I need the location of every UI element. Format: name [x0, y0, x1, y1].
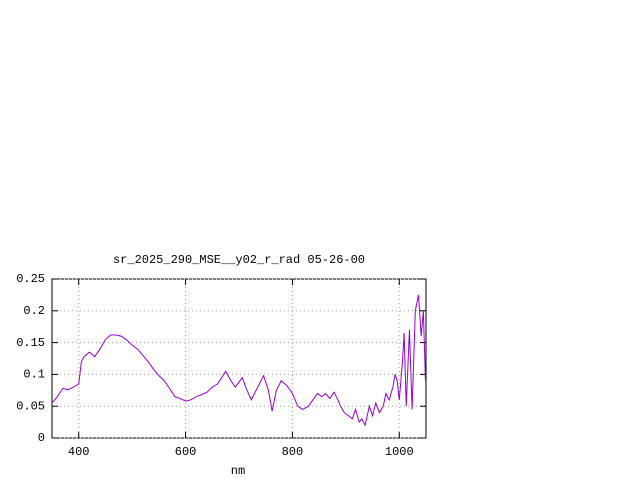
y-tick-label: 0: [38, 431, 45, 445]
chart-title: sr_2025_290_MSE__y02_r_rad 05-26-00: [113, 253, 365, 267]
x-tick-label: 800: [282, 445, 304, 459]
x-axis-label: nm: [231, 464, 245, 478]
y-tick-label: 0.1: [23, 368, 45, 382]
y-tick-label: 0.05: [16, 399, 45, 413]
y-tick-label: 0.15: [16, 336, 45, 350]
y-tick-label: 0.2: [23, 304, 45, 318]
data-line: [51, 294, 426, 427]
x-tick-label: 400: [68, 445, 90, 459]
plot-frame: [51, 278, 427, 439]
x-tick-label: 600: [175, 445, 197, 459]
y-tick-label: 0.25: [16, 272, 45, 286]
x-tick-label: 1000: [385, 445, 414, 459]
